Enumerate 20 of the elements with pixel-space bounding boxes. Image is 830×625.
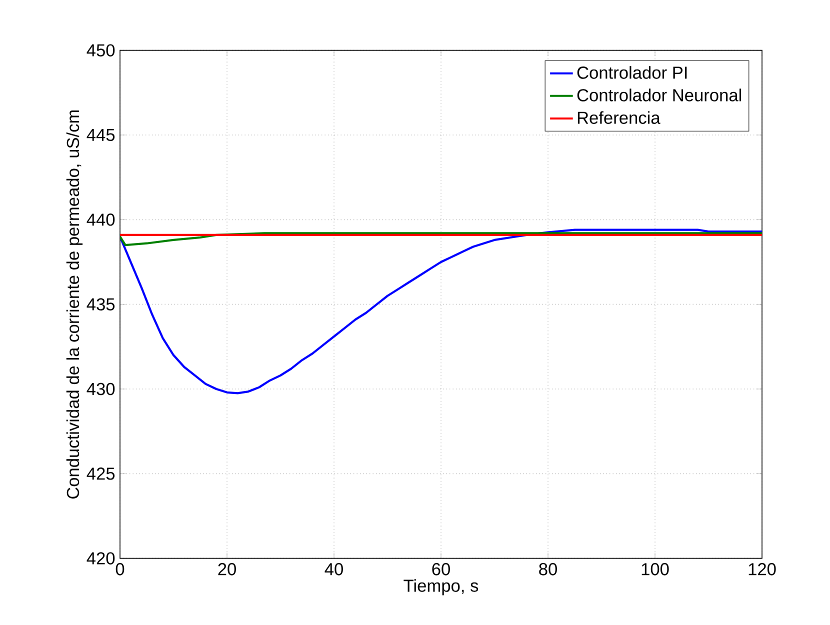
x-tick-label: 80 [539, 563, 557, 576]
y-tick-label: 450 [86, 44, 115, 56]
y-tick-label: 420 [86, 552, 115, 564]
legend-label: Controlador PI [577, 66, 687, 79]
x-axis-title: Tiempo, s [404, 579, 478, 596]
legend-label: Referencia [578, 111, 660, 124]
y-tick-label: 430 [86, 382, 115, 396]
y-tick-label: 435 [86, 298, 115, 310]
x-tick-label: 60 [432, 563, 450, 576]
y-axis-title: Conductividad de la corriente de permeado, uS/cm [66, 110, 83, 499]
x-tick-label: 20 [218, 563, 236, 576]
legend-label: Controlador Neuronal [577, 88, 742, 102]
y-tick-label: 440 [86, 214, 115, 226]
x-tick-label: 100 [642, 563, 669, 576]
line-series [120, 232, 762, 246]
y-tick-label: 445 [86, 128, 115, 142]
x-tick-label: 120 [748, 563, 776, 576]
x-tick-label: 40 [324, 563, 343, 576]
y-tick-label: 425 [86, 468, 115, 480]
x-tick-label: 0 [116, 563, 124, 576]
